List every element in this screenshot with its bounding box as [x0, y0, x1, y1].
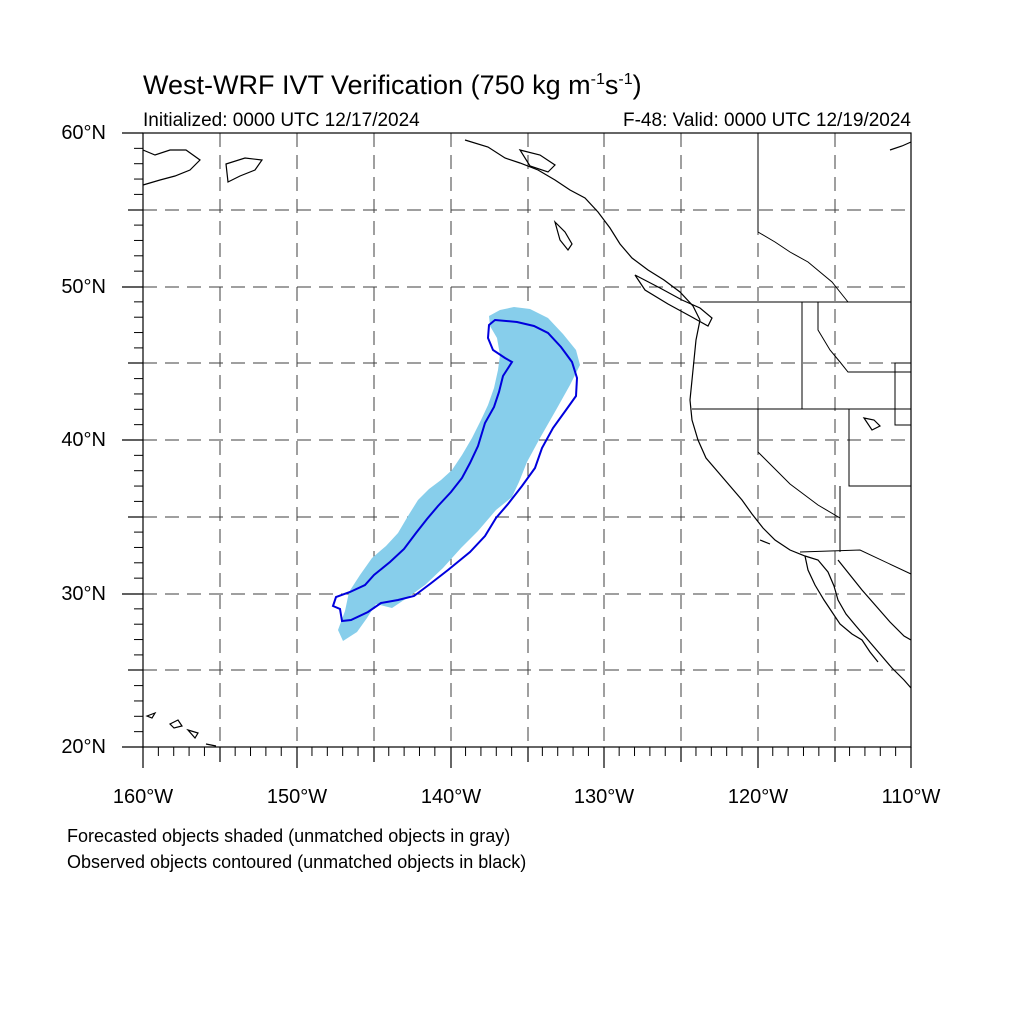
lon-label-120w: 120°W — [727, 786, 789, 808]
chart-title: West-WRF IVT Verification (750 kg m-1s-1… — [143, 70, 642, 100]
observed-ivt-contour — [331, 318, 579, 623]
coastlines — [142, 139, 912, 747]
valid-time: F-48: Valid: 0000 UTC 12/19/2024 — [623, 110, 911, 131]
state-boundaries — [692, 133, 912, 575]
initialized-time: Initialized: 0000 UTC 12/17/2024 — [143, 110, 420, 131]
lon-label-140w: 140°W — [420, 786, 482, 808]
lon-label-160w: 160°W — [112, 786, 174, 808]
axis-frame — [122, 132, 912, 768]
forecast-ivt-object — [338, 307, 580, 641]
lat-label-20n: 20°N — [61, 736, 106, 758]
lon-label-150w: 150°W — [266, 786, 328, 808]
legend-observed-note: Observed objects contoured (unmatched ob… — [67, 852, 527, 872]
lat-label-40n: 40°N — [61, 429, 106, 451]
lon-label-110w: 110°W — [881, 786, 941, 808]
lat-label-60n: 60°N — [61, 122, 106, 144]
minor-ticks — [134, 147, 897, 756]
lat-label-50n: 50°N — [61, 276, 106, 298]
legend-forecast-note: Forecasted objects shaded (unmatched obj… — [67, 826, 511, 846]
lon-label-130w: 130°W — [573, 786, 635, 808]
lat-label-30n: 30°N — [61, 583, 106, 605]
